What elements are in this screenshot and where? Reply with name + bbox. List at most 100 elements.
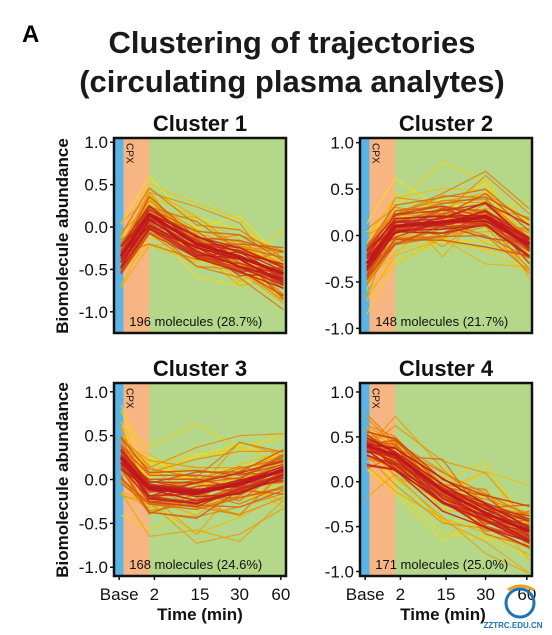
chart3-trajectory-line (120, 464, 284, 508)
chart2-count-label: 148 molecules (21.7%) (375, 314, 508, 329)
chart2-y-tick-label: 0.5 (330, 180, 354, 199)
chart1-cpx-label: CPX (123, 143, 134, 164)
chart2-y-tick-label: -1.0 (325, 319, 354, 338)
chart4-y-tick-label: 1.0 (330, 383, 354, 402)
chart3-baseline-band (114, 383, 124, 576)
chart1-trajectory-line (120, 191, 284, 282)
chart2-y-tick-label: 1.0 (330, 134, 354, 153)
chart3-x-tick-label: Base (100, 585, 139, 604)
chart1-frame (112, 136, 288, 335)
chart2-trajectory-line (366, 188, 530, 247)
chart3-x-tick-label: 2 (150, 585, 159, 604)
chart2-mean-line (365, 215, 531, 265)
chart1-trajectory-line (120, 227, 284, 289)
x-axis-label-left: Time (min) (157, 605, 243, 624)
chart4-trajectory-line (366, 431, 530, 508)
chart4-y-tick-label: -0.5 (325, 518, 354, 537)
chart1-trajectories (119, 176, 284, 311)
chart3-trajectory-line (120, 477, 284, 508)
chart4-trajectory-line (366, 443, 530, 528)
chart2-trajectory-line (366, 238, 530, 280)
chart2-trajectory-line (366, 221, 530, 286)
watermark-text: ZZTRC.EDU.CN (483, 621, 542, 630)
chart2-trajectory-line (366, 198, 530, 247)
chart2-trajectory-line (366, 238, 530, 299)
chart3-trajectory-line (120, 404, 284, 465)
chart3-count-label: 168 molecules (24.6%) (129, 557, 262, 572)
chart2-baseline-band (360, 138, 370, 333)
y-axis-label-top: Biomolecule abundance (53, 138, 72, 334)
chart4-trajectory-line (366, 454, 530, 542)
chart3-x-tick-label: 30 (230, 585, 249, 604)
chart1-trajectory-line (120, 218, 284, 280)
chart4-trajectory-line (366, 445, 530, 574)
chart1-trajectory-line (120, 212, 284, 265)
chart3-trajectory-line (120, 475, 284, 514)
chart4-x-tick-label: 30 (476, 585, 495, 604)
chart4-baseline-band (360, 383, 370, 576)
chart3-cpx-label: CPX (123, 388, 134, 409)
chart4-trajectory-line (366, 465, 530, 556)
chart3-trajectory-line (120, 467, 284, 502)
chart4-cpx-label: CPX (369, 388, 380, 409)
chart2-trajectories (365, 161, 531, 315)
chart1-trajectory-line (120, 183, 284, 268)
chart2-y-tick-label: -0.5 (325, 273, 354, 292)
chart3-y-tick-label: -1.0 (79, 558, 108, 577)
chart4-title: Cluster 4 (399, 356, 494, 381)
chart3-y-tick-label: 0.0 (84, 471, 108, 490)
chart2-trajectory-line (366, 214, 530, 256)
chart3-trajectory-line (120, 423, 284, 453)
chart3-trajectory-line (120, 457, 284, 505)
chart1-y-tick-label: 0.0 (84, 218, 108, 237)
chart-panels: CPX Cluster 1 1.0 0.5 0.0 -0.5 -1.0 196 molecul… (79, 111, 537, 604)
chart3-trajectory-line (120, 436, 284, 476)
chart3-trajectories (119, 404, 284, 544)
chart4-trajectory-line (366, 464, 530, 549)
chart2-cpx-label: CPX (369, 143, 380, 164)
chart1-y-tick-label: 1.0 (84, 133, 108, 152)
chart2-y-tick-label: 0.0 (330, 227, 354, 246)
chart4-y-tick-label: 0.5 (330, 428, 354, 447)
chart2-title: Cluster 2 (399, 111, 493, 136)
chart1-y-tick-label: -0.5 (79, 260, 108, 279)
chart3-trajectory-line (120, 467, 284, 519)
chart1-mean-line (119, 212, 284, 276)
chart4-trajectory-line (366, 454, 530, 550)
chart3-mean-line (119, 456, 284, 495)
chart1-trajectory-line (120, 195, 284, 253)
chart3-y-tick-label: 1.0 (84, 383, 108, 402)
chart3-x-tick-label: 60 (271, 585, 290, 604)
chart2-trajectory-line (366, 235, 530, 276)
chart3-y-tick-label: 0.5 (84, 427, 108, 446)
chart1-y-tick-label: -1.0 (79, 303, 108, 322)
chart4-trajectories (366, 413, 530, 574)
panel-label: A (22, 21, 39, 48)
chart3-title: Cluster 3 (153, 356, 247, 381)
chart4-trajectory-line (366, 473, 530, 574)
figure-title-line1: Clustering of trajectories (109, 25, 476, 60)
chart3-y-tick-label: -0.5 (79, 514, 108, 533)
chart1-y-tick-label: 0.5 (84, 176, 108, 195)
chart4-mean-line (366, 444, 530, 533)
figure-title-line2: (circulating plasma analytes) (79, 64, 505, 99)
chart4-x-tick-label: Base (346, 585, 385, 604)
watermark-logo (504, 584, 536, 619)
chart3-trajectory-line (120, 433, 284, 469)
chart3-trajectory-line (120, 491, 284, 542)
chart4-x-tick-label: 2 (396, 585, 405, 604)
chart4-count-label: 171 molecules (25.0%) (375, 557, 508, 572)
chart4-y-tick-label: 0.0 (330, 473, 354, 492)
chart4-x-tick-label: 15 (437, 585, 456, 604)
chart1-count-label: 196 molecules (28.7%) (129, 314, 262, 329)
chart1-trajectory-line (120, 187, 284, 259)
chart1-baseline-band (114, 138, 124, 333)
chart4-trajectory-line (366, 449, 530, 543)
chart1-title: Cluster 1 (153, 111, 247, 136)
x-axis-label-right: Time (min) (400, 605, 486, 624)
chart4-trajectory-line (366, 439, 530, 559)
chart4-y-tick-label: -1.0 (325, 563, 354, 582)
chart3-x-tick-label: 15 (191, 585, 210, 604)
y-axis-label-bottom: Biomolecule abundance (53, 382, 72, 578)
